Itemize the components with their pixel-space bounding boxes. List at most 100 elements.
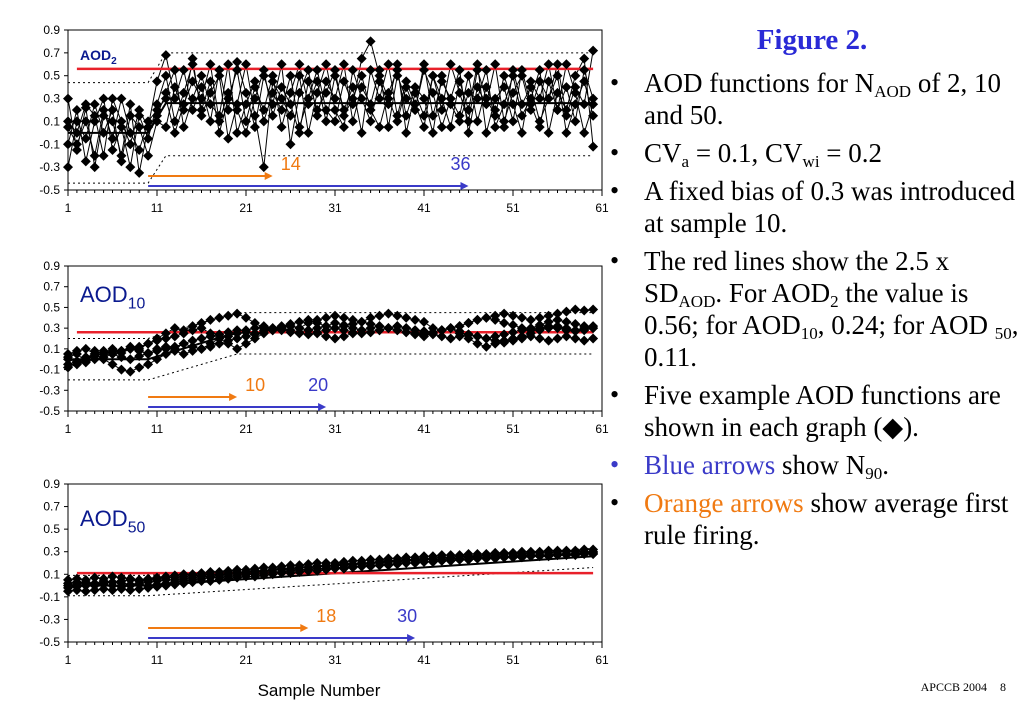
data-point xyxy=(508,327,518,338)
data-point xyxy=(588,45,599,56)
data-point xyxy=(196,70,207,81)
data-point xyxy=(107,145,118,155)
data-point xyxy=(143,122,154,133)
data-point xyxy=(419,65,429,75)
data-point xyxy=(445,93,456,104)
data-point xyxy=(472,65,483,75)
data-point xyxy=(330,333,340,344)
data-point xyxy=(436,93,447,104)
data-point xyxy=(516,325,527,336)
data-point xyxy=(383,59,394,70)
data-point xyxy=(392,65,403,75)
blue-arrow-head xyxy=(460,182,469,190)
data-point xyxy=(169,572,180,583)
data-point xyxy=(516,70,527,81)
data-point xyxy=(169,331,180,342)
data-point xyxy=(116,156,127,167)
data-point xyxy=(454,87,465,98)
data-point xyxy=(356,328,367,339)
data-point xyxy=(347,82,358,93)
data-point xyxy=(410,82,421,93)
bullet-text: Orange arrows xyxy=(644,488,804,518)
bullet-text: , 0.24; for AOD xyxy=(817,310,995,340)
data-point xyxy=(330,317,340,328)
data-point xyxy=(267,564,278,575)
data-point xyxy=(454,76,465,87)
y-tick-label: -0.5 xyxy=(39,183,60,197)
footer-page: 8 xyxy=(1000,680,1006,694)
data-point xyxy=(347,116,358,127)
data-point xyxy=(160,93,171,104)
data-point xyxy=(267,76,278,87)
bullet-text: Blue arrows xyxy=(644,450,776,480)
data-point xyxy=(401,76,412,87)
data-point xyxy=(525,105,536,115)
bullet-text: show average first rule firing. xyxy=(644,488,1009,550)
data-point xyxy=(330,116,340,127)
data-point xyxy=(330,310,340,321)
data-point xyxy=(499,551,510,562)
data-point xyxy=(125,99,136,110)
panel-label-main: AOD xyxy=(80,282,128,307)
bullet-item: • AOD functions for NAOD of 2, 10 and 50. xyxy=(604,67,1020,131)
data-point xyxy=(365,558,376,568)
data-point xyxy=(223,568,234,579)
data-point xyxy=(249,317,260,328)
data-point xyxy=(588,141,599,152)
data-point xyxy=(436,325,447,336)
data-point xyxy=(579,99,590,110)
data-point xyxy=(508,335,518,346)
data-point xyxy=(419,59,429,70)
data-point xyxy=(89,162,100,173)
data-point xyxy=(80,586,91,597)
data-point xyxy=(89,99,100,110)
control-limit-line xyxy=(68,52,594,84)
data-point xyxy=(134,362,145,373)
data-point xyxy=(508,99,518,110)
panel-label: AOD50 xyxy=(80,506,145,537)
data-point xyxy=(534,320,545,331)
bullet-text: AOD xyxy=(678,292,716,311)
data-point xyxy=(525,550,536,561)
y-tick-label: 0.3 xyxy=(43,92,60,106)
data-point xyxy=(516,312,527,323)
data-point xyxy=(160,70,171,81)
data-point xyxy=(356,93,367,104)
y-tick-label: -0.5 xyxy=(39,635,60,649)
data-point xyxy=(508,70,518,81)
data-point xyxy=(241,327,251,338)
slide-footer: APCCB 2004 8 xyxy=(911,680,1006,695)
data-point xyxy=(89,110,100,121)
data-point xyxy=(321,331,332,342)
data-point xyxy=(321,116,332,127)
data-point xyxy=(312,561,323,572)
data-point xyxy=(436,76,447,87)
x-tick-label: 61 xyxy=(595,653,609,667)
x-tick-label: 61 xyxy=(595,422,609,436)
data-point xyxy=(552,70,563,81)
data-point xyxy=(71,359,82,370)
y-tick-label: -0.3 xyxy=(39,160,60,174)
data-point xyxy=(63,354,73,365)
data-point xyxy=(258,116,269,127)
data-point xyxy=(178,328,189,339)
y-tick-label: 0.1 xyxy=(43,342,60,356)
data-point xyxy=(552,333,563,344)
data-point xyxy=(303,127,314,138)
data-point xyxy=(499,337,510,348)
data-point xyxy=(143,349,154,360)
data-point xyxy=(71,139,82,150)
data-point xyxy=(196,110,207,121)
data-point xyxy=(214,569,225,580)
data-point xyxy=(338,59,349,70)
data-point xyxy=(249,82,260,93)
data-point xyxy=(543,127,554,138)
data-point xyxy=(490,105,501,115)
data-point xyxy=(80,577,91,588)
data-point xyxy=(267,87,278,98)
data-point xyxy=(401,127,412,138)
data-point xyxy=(285,99,296,110)
data-point xyxy=(561,548,572,559)
data-point xyxy=(579,321,590,332)
data-point xyxy=(294,127,305,138)
